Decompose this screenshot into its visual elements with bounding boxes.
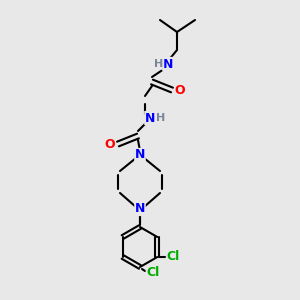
Text: H: H xyxy=(154,59,164,69)
Text: N: N xyxy=(145,112,155,124)
Text: H: H xyxy=(156,113,166,123)
Text: Cl: Cl xyxy=(167,250,180,263)
Text: N: N xyxy=(135,202,145,215)
Text: N: N xyxy=(163,58,173,70)
Text: O: O xyxy=(105,137,115,151)
Text: N: N xyxy=(135,148,145,161)
Text: Cl: Cl xyxy=(146,266,160,280)
Text: O: O xyxy=(175,83,185,97)
